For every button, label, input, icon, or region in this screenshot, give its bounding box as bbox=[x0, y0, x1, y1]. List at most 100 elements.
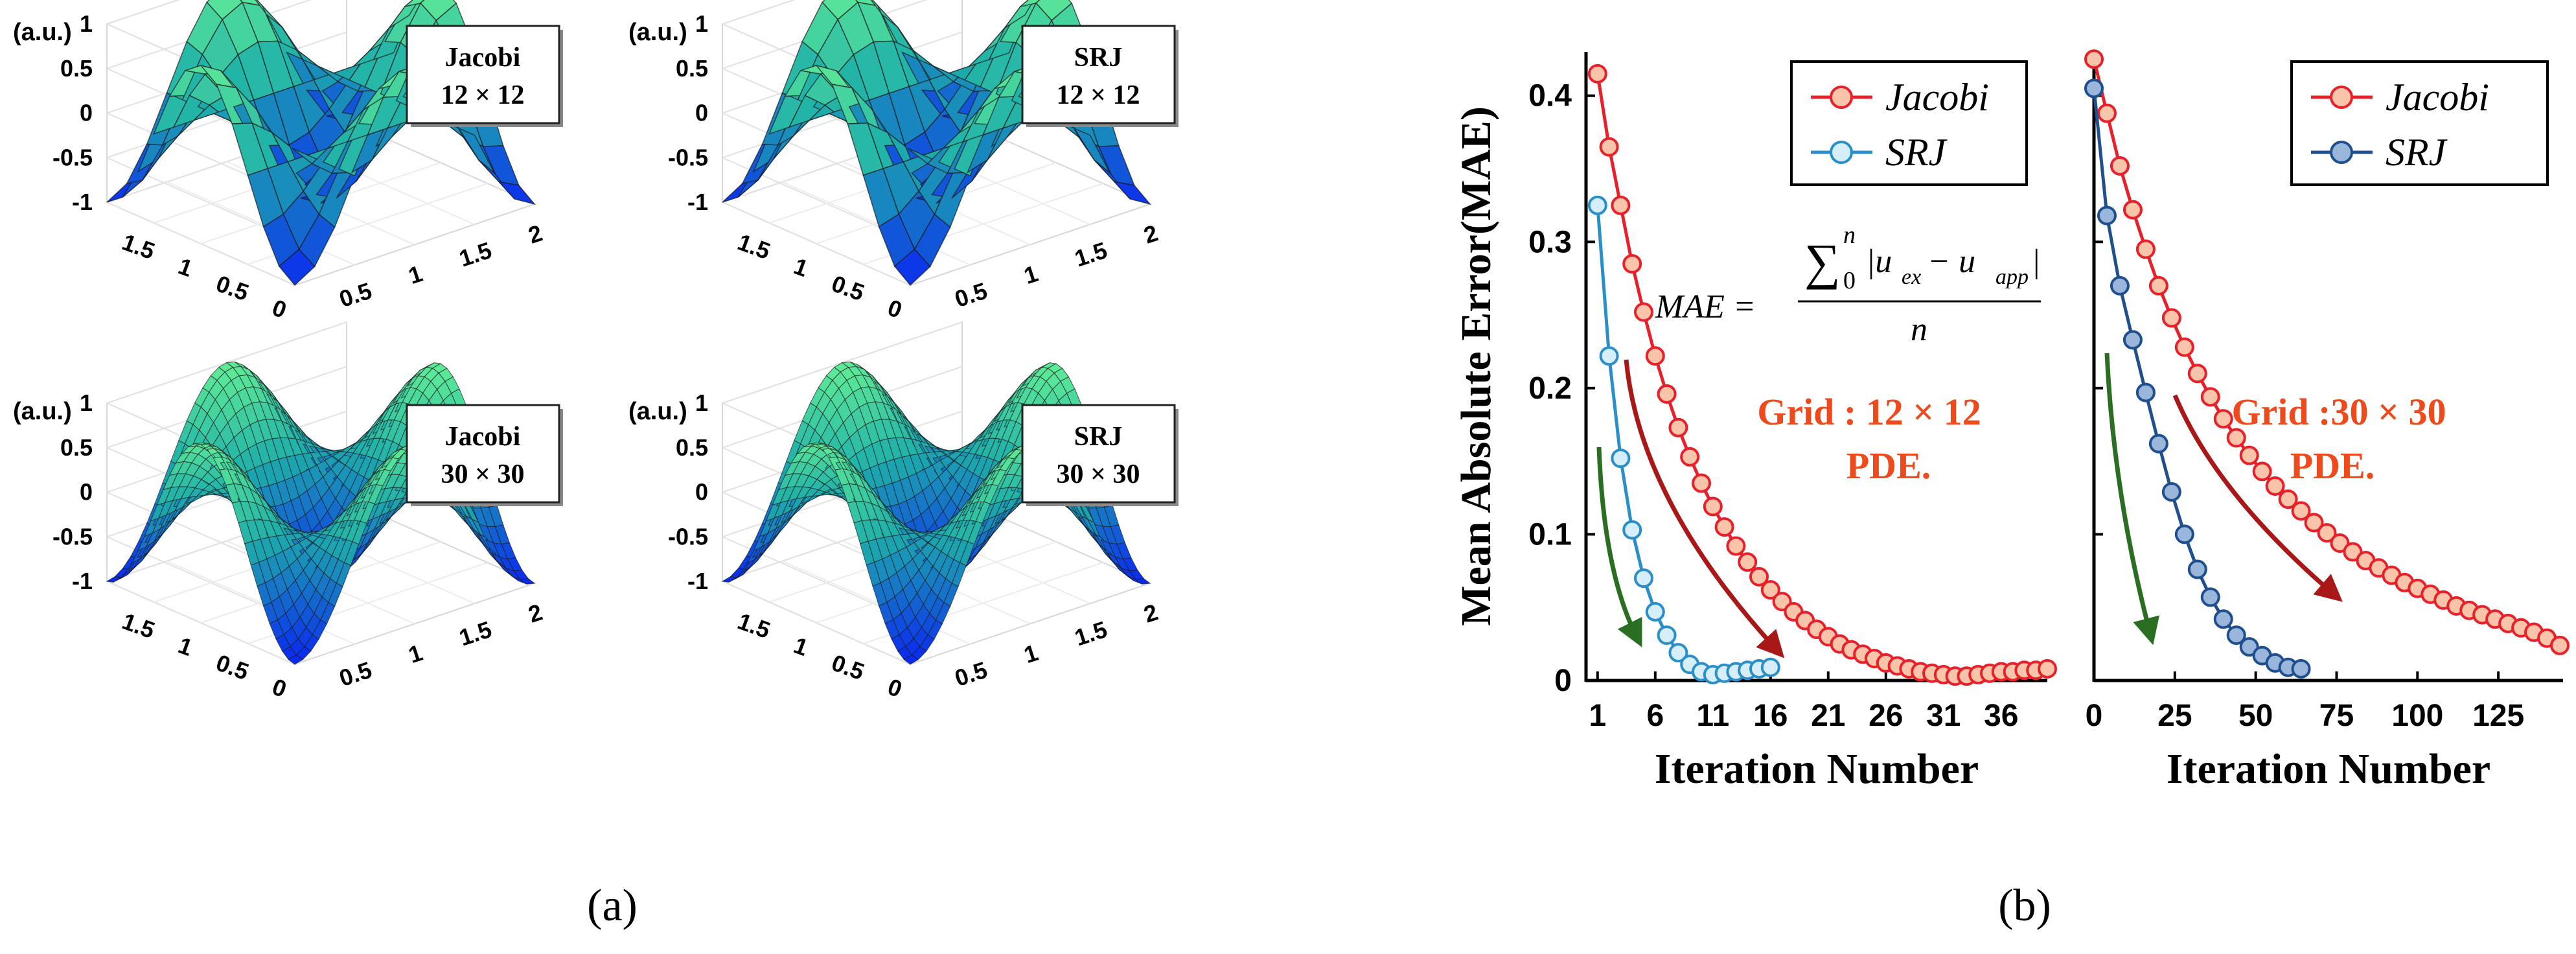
surface-plot: 1 0.5 0 -0.5 -1 1.5 1 0.5 0 0.5 1 1.5 2 (a.u.) Jacobi 3… bbox=[13, 321, 563, 703]
legend-marker bbox=[1830, 141, 1853, 164]
grid-size-label: 30 × 30 bbox=[1057, 460, 1140, 489]
convergence-chart: 0 25 50 75 100 125 Iteration Number Jacobi SRJ Gr… bbox=[2084, 49, 2570, 793]
x-tick-label: 1.5 bbox=[456, 616, 495, 651]
x-tick-label: 2 bbox=[1140, 220, 1161, 249]
x-tick-label: 26 bbox=[1869, 699, 1903, 733]
data-point-jacobi bbox=[1760, 580, 1780, 600]
z-tick-label: 0.5 bbox=[60, 55, 93, 82]
legend-label: Jacobi bbox=[2386, 76, 2489, 119]
x-tick-label: 125 bbox=[2472, 699, 2524, 733]
y-tick-label: 0.5 bbox=[213, 649, 252, 685]
x-tick-label: 100 bbox=[2391, 699, 2443, 733]
unit-label: (a.u.) bbox=[13, 19, 72, 46]
z-tick-label: -0.5 bbox=[52, 144, 93, 170]
x-axis-label: Iteration Number bbox=[1655, 745, 1979, 793]
data-point-jacobi bbox=[2550, 635, 2570, 655]
legend-box bbox=[1790, 60, 2028, 186]
x-tick-label: 16 bbox=[1753, 699, 1788, 733]
z-tick-label: 1 bbox=[80, 10, 93, 37]
y-tick-label: 0 bbox=[1554, 664, 1572, 698]
data-point-srj bbox=[1668, 643, 1688, 663]
mae-formula: MAE =∑ n0|u ex − u app |n bbox=[1655, 222, 2041, 348]
legend-marker bbox=[1830, 86, 1853, 109]
data-point-jacobi bbox=[2097, 103, 2117, 123]
x-tick-label: 1 bbox=[1589, 699, 1606, 733]
z-tick-label: 0 bbox=[80, 100, 93, 126]
data-point-jacobi bbox=[2084, 49, 2104, 69]
y-tick-label: 1.5 bbox=[734, 607, 774, 644]
legend-box bbox=[2290, 60, 2549, 186]
formula-minus: − u bbox=[1927, 243, 1975, 280]
legend-label: Jacobi bbox=[1885, 76, 1989, 119]
data-point-jacobi bbox=[1634, 302, 1653, 322]
x-tick-label: 1.5 bbox=[456, 237, 495, 272]
data-point-srj bbox=[2213, 609, 2233, 629]
data-point-srj bbox=[2174, 524, 2194, 544]
surface-patch bbox=[519, 578, 536, 585]
formula-sum-lower: 0 bbox=[1843, 267, 1856, 294]
formula-sub-app: app bbox=[1995, 265, 2029, 289]
data-point-jacobi bbox=[2343, 542, 2363, 562]
legend-label: SRJ bbox=[1885, 131, 1948, 174]
data-point-srj bbox=[2226, 625, 2246, 646]
data-point-jacobi bbox=[2187, 364, 2207, 384]
data-point-jacobi bbox=[2135, 239, 2156, 259]
data-point-jacobi bbox=[1714, 517, 1734, 537]
data-point-srj bbox=[2148, 434, 2168, 454]
surface-mesh bbox=[106, 361, 536, 665]
x-tick-label: 31 bbox=[1926, 699, 1961, 733]
x-tick-label: 1 bbox=[405, 639, 426, 668]
y-tick-label: 1.5 bbox=[734, 228, 774, 264]
x-tick-label: 0.5 bbox=[336, 277, 375, 312]
unit-label: (a.u.) bbox=[628, 398, 687, 425]
y-tick-label: 1 bbox=[175, 253, 196, 282]
data-point-jacobi bbox=[1645, 346, 1665, 366]
y-tick-label: 0.4 bbox=[1528, 79, 1572, 113]
x-tick-label: 0.5 bbox=[336, 657, 375, 692]
panel-a-surface-plots: 10.50-0.5-11.510.50 0.511.52(a.u.)Jacobi1… bbox=[13, 0, 1179, 703]
data-point-jacobi bbox=[2200, 387, 2220, 407]
surface-patch bbox=[497, 181, 536, 205]
unit-label: (a.u.) bbox=[628, 19, 687, 46]
formula-sub-ex: ex bbox=[1902, 265, 1921, 289]
data-point-srj bbox=[1599, 346, 1619, 366]
x-tick-label: 11 bbox=[1696, 699, 1729, 733]
z-tick-label: -1 bbox=[72, 568, 93, 594]
formula-close: | bbox=[2033, 243, 2040, 280]
data-point-jacobi bbox=[2161, 308, 2181, 328]
data-point-jacobi bbox=[2330, 533, 2350, 553]
z-tick-label: -1 bbox=[687, 189, 708, 215]
data-point-srj bbox=[2097, 205, 2117, 226]
trend-arrow-srj bbox=[2104, 353, 2160, 646]
data-point-jacobi bbox=[1611, 195, 1631, 215]
formula-denominator: n bbox=[1911, 311, 1927, 348]
data-point-jacobi bbox=[1657, 384, 1677, 404]
annotation-pde: PDE. bbox=[2290, 445, 2375, 487]
z-tick-label: -1 bbox=[72, 189, 93, 215]
z-tick-label: -1 bbox=[687, 568, 708, 594]
data-point-srj bbox=[2291, 658, 2311, 679]
data-point-jacobi bbox=[2317, 523, 2337, 543]
z-tick-label: 0.5 bbox=[676, 434, 708, 461]
formula-sum: ∑ bbox=[1804, 233, 1841, 290]
x-tick-label: 0.5 bbox=[952, 277, 991, 312]
y-tick-label: 1.5 bbox=[119, 228, 158, 264]
data-point-jacobi bbox=[2278, 489, 2298, 509]
data-point-jacobi bbox=[2038, 658, 2057, 679]
y-tick-label: 0.5 bbox=[213, 270, 252, 306]
y-tick-label: 0 bbox=[884, 673, 906, 703]
z-tick-label: -0.5 bbox=[668, 523, 708, 550]
unit-label: (a.u.) bbox=[13, 398, 72, 425]
x-tick-label: 2 bbox=[525, 220, 546, 249]
data-point-srj bbox=[1645, 601, 1665, 622]
title-box bbox=[1021, 404, 1176, 504]
annotation-grid: Grid :30 × 30 bbox=[2231, 391, 2446, 433]
surface-mesh bbox=[721, 361, 1151, 665]
y-tick-label: 0.5 bbox=[828, 270, 868, 306]
data-point-jacobi bbox=[2304, 513, 2324, 533]
x-tick-label: 50 bbox=[2238, 699, 2273, 733]
surface-plot: 1 0.5 0 -0.5 -1 1.5 1 0.5 0 0.5 1 1.5 2 (a.u.) Jacobi 1… bbox=[13, 0, 563, 323]
data-point-srj bbox=[2161, 482, 2181, 502]
surface-patch bbox=[1020, 0, 1041, 7]
